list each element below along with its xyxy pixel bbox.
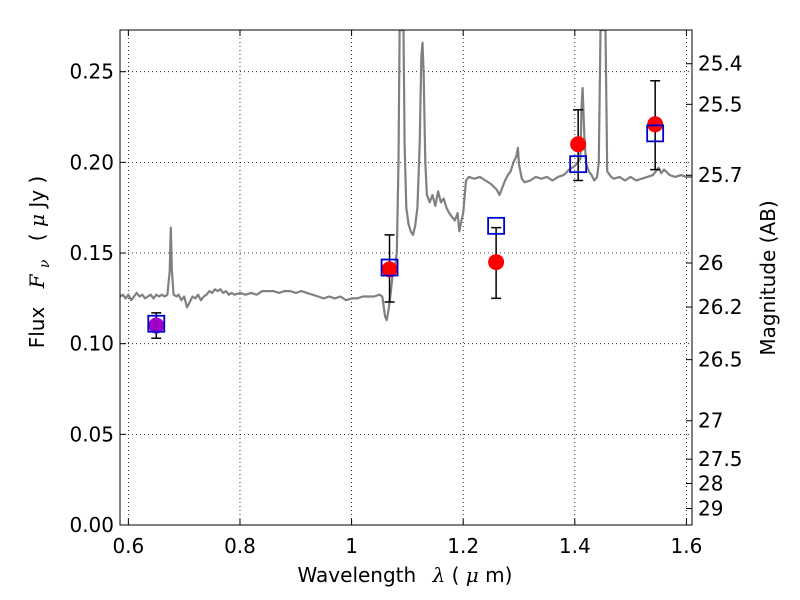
x-tick-label: 0.6 [112,534,144,558]
observed-point [570,136,587,153]
model-point [646,124,665,143]
y-axis-title-prefix: Flux [25,307,49,349]
y2-tick-label: 27 [698,409,723,433]
model-spectrum-line [120,30,692,322]
y2-tick-label: 25.4 [698,52,743,76]
y2-tick-label: 26.2 [698,295,743,319]
y-axis-title-unit-close: Jy ) [25,176,49,210]
x-tick-label: 1.2 [447,534,479,558]
observed-point [381,261,398,278]
model-point [380,258,399,277]
y-axis-title-subscript: ν [37,259,53,268]
y-axis-title-unit-mu: μ [25,214,49,227]
y2-tick-label: 26 [698,251,723,275]
x-axis-title: Wavelength λ ( μ m) [298,563,513,587]
y-tick-label: 0.15 [69,241,114,265]
model-spectrum [120,30,692,322]
axis-ticks: 0.6 0.8 1 1.2 1.4 1.6 0.00 0.05 0.10 0.15 0.20 0.25… [69,30,743,558]
y2-tick-label: 25.7 [698,163,743,187]
x-axis-title-symbol: λ [432,563,446,587]
y2-tick-label: 27.5 [698,447,743,471]
y-tick-label: 0.25 [69,60,114,84]
x-tick-label: 0.8 [224,534,256,558]
y-tick-label: 0.20 [69,150,114,174]
x-axis-title-unit-open: ( [452,563,460,587]
model-point [569,155,588,174]
y-axis-title: Flux F ν ( μ Jy ) [25,176,54,349]
x-axis-title-prefix: Wavelength [298,563,417,587]
plot-frame [119,29,693,526]
y-tick-label: 0.05 [69,422,114,446]
x-axis-title-unit-mu: μ [466,563,479,587]
y-axis-title-unit-open: ( [25,227,49,241]
x-tick-label: 1.4 [559,534,591,558]
observed-point [148,317,165,334]
y-axis-title-symbol: F [25,273,49,289]
observed-point [488,254,505,271]
y-tick-label: 0.10 [69,332,114,356]
photometry-points [147,80,665,339]
y-tick-label: 0.00 [69,513,114,537]
secondary-y-axis-title: Magnitude (AB) [756,200,780,355]
y2-tick-label: 25.5 [698,92,743,116]
y2-tick-label: 26.5 [698,348,743,372]
model-point [487,216,506,235]
y2-tick-label: 29 [698,497,723,521]
model-point [147,314,166,333]
y2-tick-label: 28 [698,471,723,495]
x-axis-title-unit-close: m) [485,563,512,587]
observed-point [647,116,664,133]
x-tick-label: 1.6 [671,534,703,558]
x-tick-label: 1 [345,534,358,558]
